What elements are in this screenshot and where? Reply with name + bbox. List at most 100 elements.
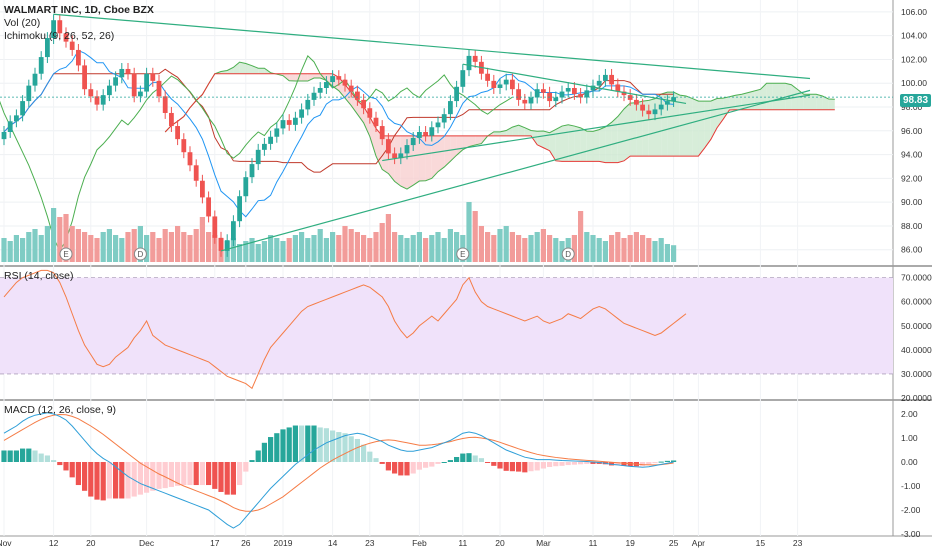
candle-body — [125, 68, 131, 74]
macd-histogram-bar — [379, 462, 385, 464]
volume-bar — [522, 238, 528, 262]
ichimoku-cloud-segment — [599, 126, 606, 163]
volume-bar — [26, 232, 32, 262]
macd-legend-box: MACD (12, 26, close, 9) — [4, 404, 116, 417]
macd-histogram-bar — [571, 462, 577, 465]
macd-histogram-bar — [100, 462, 106, 501]
volume-bar — [354, 232, 360, 262]
candle-body — [311, 92, 317, 100]
trend-line — [382, 94, 811, 162]
macd-histogram-bar — [416, 462, 422, 470]
macd-histogram-bar — [540, 462, 546, 469]
macd-histogram-bar — [94, 462, 100, 500]
macd-histogram-bar — [274, 433, 280, 462]
volume-bar — [652, 241, 658, 262]
macd-histogram-bar — [1, 450, 7, 462]
volume-bar — [100, 232, 106, 262]
volume-bar — [106, 229, 112, 262]
macd-histogram-bar — [330, 430, 336, 462]
macd-histogram-bar — [106, 462, 112, 499]
volume-bar — [578, 211, 584, 262]
volume-bar — [125, 232, 131, 262]
volume-bar — [69, 226, 75, 262]
ichimoku-cloud-segment — [642, 100, 649, 157]
event-marker-label: E — [63, 250, 68, 259]
macd-histogram-bar — [398, 462, 404, 476]
candle-body — [76, 49, 81, 66]
candle-body — [193, 165, 199, 181]
volume-bar — [528, 235, 534, 262]
macd-histogram-bar — [652, 462, 658, 464]
macd-histogram-bar — [199, 462, 205, 486]
symbol-title: WALMART INC, 1D, Cboe BZX — [4, 4, 154, 16]
candle-body — [466, 55, 472, 71]
ichimoku-cloud-segment — [425, 135, 432, 181]
ichimoku-cloud-segment — [444, 135, 451, 168]
volume-bar — [435, 232, 441, 262]
ichimoku-cloud-segment — [555, 126, 562, 162]
macd-histogram-bar — [336, 432, 342, 462]
ichimoku-cloud-segment — [239, 62, 246, 74]
volume-bar — [274, 238, 280, 262]
volume-bar — [156, 238, 162, 262]
macd-histogram-bar — [57, 462, 63, 466]
candle-body — [51, 20, 56, 39]
macd-histogram-bar — [454, 457, 460, 462]
volume-bar — [379, 223, 385, 262]
macd-histogram-bar — [175, 462, 181, 486]
ichimoku-cloud-segment — [772, 83, 779, 110]
candle-body — [231, 221, 236, 241]
ichimoku-cloud-segment — [245, 63, 252, 74]
ichimoku-cloud-segment — [822, 96, 829, 110]
ichimoku-cloud-segment — [363, 106, 370, 137]
volume-bar — [404, 238, 410, 262]
macd-histogram-bar — [553, 462, 559, 467]
volume-bar — [144, 235, 150, 262]
volume-bar — [348, 229, 354, 262]
candle-body — [119, 68, 125, 78]
macd-histogram-bar — [82, 462, 88, 491]
macd-histogram-bar — [354, 438, 360, 462]
macd-histogram-bar — [323, 428, 329, 462]
candle-body — [417, 132, 422, 138]
macd-histogram-bar — [206, 462, 212, 486]
macd-histogram-bar — [410, 462, 416, 474]
macd-histogram-bar — [658, 461, 664, 463]
volume-bar — [280, 241, 286, 262]
macd-histogram-bar — [261, 442, 267, 462]
ichimoku-cloud-segment — [506, 127, 513, 136]
time-tick-label: 12 — [49, 538, 59, 548]
ichimoku-cloud-segment — [754, 89, 761, 110]
volume-bar — [615, 232, 621, 262]
macd-histogram-bar — [162, 462, 168, 489]
candle-body — [324, 82, 329, 88]
macd-histogram-bar — [478, 458, 484, 462]
volume-bar — [633, 232, 639, 262]
candle-body — [652, 109, 658, 115]
candle-body — [361, 99, 366, 109]
ichimoku-cloud-segment — [369, 116, 376, 157]
macd-histogram-bar — [224, 462, 230, 495]
volume-bar — [137, 226, 143, 262]
time-tick-label: 25 — [669, 538, 679, 548]
candle-body — [355, 91, 360, 100]
volume-bar — [361, 235, 367, 262]
ichimoku-cloud-segment — [413, 135, 420, 186]
candle-body — [634, 99, 639, 105]
candle-body — [379, 126, 385, 140]
event-marker-label: D — [138, 250, 144, 259]
candle-body — [100, 95, 106, 105]
ichimoku-cloud-segment — [345, 84, 352, 106]
trend-line — [220, 89, 811, 252]
candle-body — [181, 139, 187, 153]
ichimoku-cloud-segment — [233, 62, 240, 74]
macd-tick-label: -1.00 — [901, 481, 921, 491]
ichimoku-cloud-segment — [748, 90, 755, 110]
time-tick-label: 20 — [495, 538, 505, 548]
macd-histogram-bar — [280, 429, 286, 462]
macd-histogram-bar — [522, 462, 528, 473]
ichimoku-cloud-segment — [704, 101, 711, 149]
rsi-tick-label: 50.0000 — [901, 321, 932, 331]
ichimoku-cloud-segment — [512, 125, 519, 136]
time-tick-label: 20 — [86, 538, 96, 548]
